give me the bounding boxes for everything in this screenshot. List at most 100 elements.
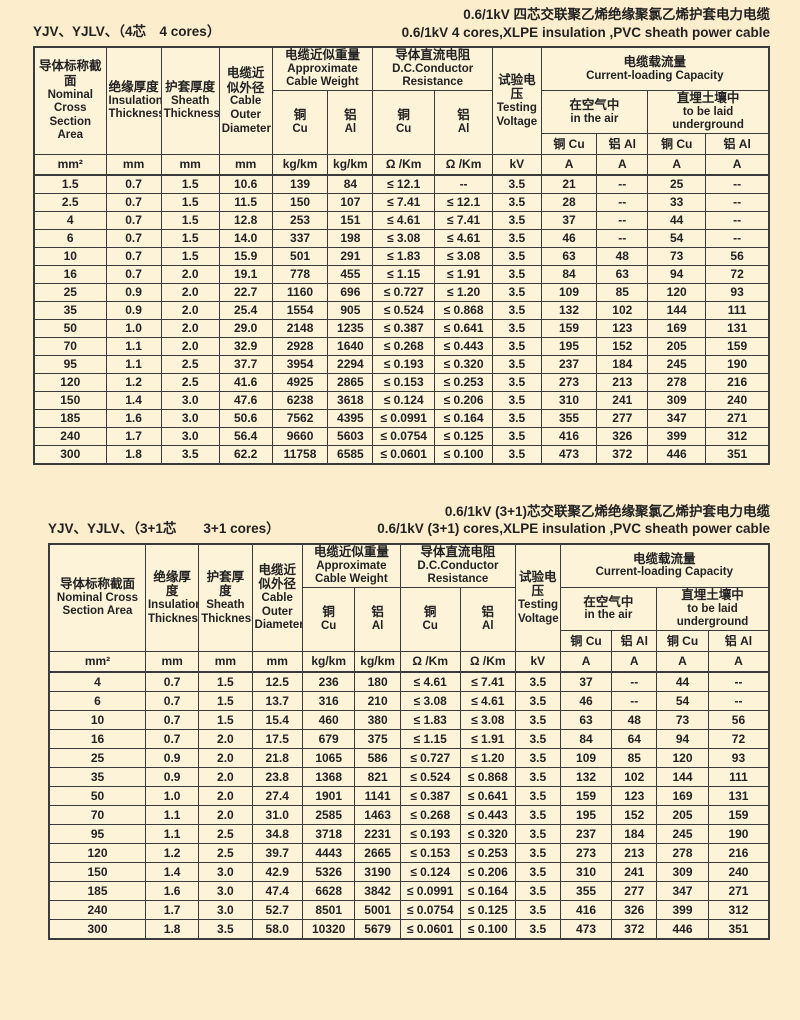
table-cell: 2.5 bbox=[198, 823, 253, 844]
col-header-insulation: 绝缘厚度 Insulation Thickness bbox=[105, 46, 162, 155]
title-block-4core: YJV、YJLV、（4芯 4 cores） 0.6/1kV 四芯交联聚乙烯绝缘聚… bbox=[0, 4, 800, 46]
col-header-weight-cu: 铜 Cu bbox=[271, 89, 329, 155]
table-cell: 375 bbox=[354, 728, 401, 749]
table-header-4core: 导体标称截面 Nominal Cross Section Area 绝缘厚度 I… bbox=[33, 46, 770, 176]
table-cell: 2294 bbox=[327, 354, 374, 374]
table-cell: 35 bbox=[33, 300, 107, 320]
subgroup-header-underground: 直埋土壤中 to be laid underground bbox=[656, 586, 770, 631]
section-4core: YJV、YJLV、（4芯 4 cores） 0.6/1kV 四芯交联聚乙烯绝缘聚… bbox=[0, 0, 800, 465]
table-cell: 326 bbox=[611, 899, 658, 920]
table-cell: 2.0 bbox=[160, 282, 220, 302]
table-cell: 3.0 bbox=[160, 408, 220, 428]
table-cell: 111 bbox=[707, 766, 770, 787]
table-cell: 16 bbox=[48, 728, 146, 749]
table-cell: 10320 bbox=[301, 918, 356, 940]
table-cell: 3.5 bbox=[515, 861, 561, 882]
table-cell: ≤ 0.0754 bbox=[399, 899, 461, 920]
table-cell: 372 bbox=[596, 444, 649, 465]
table-cell: 473 bbox=[559, 918, 613, 940]
table-cell: ≤ 1.83 bbox=[372, 246, 436, 266]
table-cell: ≤ 7.41 bbox=[372, 192, 436, 212]
table-cell: 1.1 bbox=[144, 823, 200, 844]
table-cell: 120 bbox=[647, 282, 707, 302]
table-cell: 3.0 bbox=[198, 880, 253, 901]
unit-air-al: A bbox=[596, 153, 649, 176]
table-cell: 273 bbox=[540, 372, 598, 392]
table-row: 16 0.7 2.0 17.5 679 375 ≤ 1.15 ≤ 1.91 3.5 84 64 94 7… bbox=[48, 728, 770, 749]
table-cell: 355 bbox=[559, 880, 613, 901]
table-cell: 44 bbox=[656, 671, 709, 692]
table-cell: 205 bbox=[647, 336, 707, 356]
unit-weight-cu: kg/km bbox=[271, 153, 329, 176]
table-cell: 216 bbox=[705, 372, 770, 392]
table-cell: 19.1 bbox=[218, 264, 273, 284]
table-cell: -- bbox=[705, 228, 770, 248]
table-cell: 72 bbox=[707, 728, 770, 749]
table-cell: 237 bbox=[540, 354, 598, 374]
table-cell: 70 bbox=[48, 804, 146, 825]
table-cell: 309 bbox=[656, 861, 709, 882]
table-cell: 2.0 bbox=[198, 747, 253, 768]
table-cell: 93 bbox=[705, 282, 770, 302]
table-cell: 0.7 bbox=[105, 174, 162, 194]
table-cell: -- bbox=[705, 192, 770, 212]
table-cell: 3.5 bbox=[492, 426, 542, 446]
table-cell: 1.1 bbox=[144, 804, 200, 825]
table-cell: 3.5 bbox=[515, 690, 561, 711]
table-cell: 13.7 bbox=[251, 690, 303, 711]
table-cell: 85 bbox=[596, 282, 649, 302]
table-cell: 58.0 bbox=[251, 918, 303, 940]
table-cell: 1235 bbox=[327, 318, 374, 338]
table-cell: 1065 bbox=[301, 747, 356, 768]
table-cell: ≤ 0.727 bbox=[372, 282, 436, 302]
table-cell: 195 bbox=[559, 804, 613, 825]
table-cell: 347 bbox=[647, 408, 707, 428]
table-cell: 3954 bbox=[271, 354, 329, 374]
table-cell: 15.9 bbox=[218, 246, 273, 266]
table-cell: 35 bbox=[48, 766, 146, 787]
table-row: 10 0.7 1.5 15.4 460 380 ≤ 1.83 ≤ 3.08 3.5 63 48 73 5… bbox=[48, 709, 770, 730]
table-cell: 73 bbox=[656, 709, 709, 730]
table-cell: 120 bbox=[656, 747, 709, 768]
table-cell: 23.8 bbox=[251, 766, 303, 787]
spec-table-4core: 导体标称截面 Nominal Cross Section Area 绝缘厚度 I… bbox=[33, 46, 770, 465]
table-cell: ≤ 12.1 bbox=[372, 174, 436, 194]
table-cell: 3842 bbox=[354, 880, 401, 901]
table-cell: 50.6 bbox=[218, 408, 273, 428]
table-cell: 5679 bbox=[354, 918, 401, 940]
table-cell: 1640 bbox=[327, 336, 374, 356]
table-cell: 1.7 bbox=[105, 426, 162, 446]
table-cell: 696 bbox=[327, 282, 374, 302]
table-cell: 11758 bbox=[271, 444, 329, 465]
table-cell: 2.5 bbox=[33, 192, 107, 212]
table-cell: 3.5 bbox=[492, 300, 542, 320]
table-row: 240 1.7 3.0 56.4 9660 5603 ≤ 0.0754 ≤ 0.125 3.5 4… bbox=[33, 426, 770, 446]
table-cell: -- bbox=[707, 690, 770, 711]
table-cell: 3.5 bbox=[492, 408, 542, 428]
table-cell: 2.5 bbox=[160, 372, 220, 392]
table-cell: 1368 bbox=[301, 766, 356, 787]
table-cell: -- bbox=[611, 690, 658, 711]
table-cell: 3.5 bbox=[492, 210, 542, 230]
table-cell: 0.9 bbox=[105, 282, 162, 302]
table-cell: ≤ 1.83 bbox=[399, 709, 461, 730]
col-header-diameter: 电缆近似外径 Cable Outer Diameter bbox=[218, 46, 273, 155]
table-cell: 278 bbox=[647, 372, 707, 392]
table-cell: ≤ 1.91 bbox=[459, 728, 517, 749]
table-cell: 198 bbox=[327, 228, 374, 248]
table-cell: 84 bbox=[327, 174, 374, 194]
table-cell: 3.5 bbox=[492, 282, 542, 302]
table-cell: 3.5 bbox=[515, 709, 561, 730]
section-3plus1core: YJV、YJLV、（3+1芯 3+1 cores） 0.6/1kV (3+1)芯… bbox=[0, 497, 800, 940]
table-cell: ≤ 0.641 bbox=[459, 785, 517, 806]
col-header-testing-voltage: 试验电压 Testing Voltage bbox=[492, 46, 542, 155]
table-cell: 48 bbox=[611, 709, 658, 730]
unit-underground-al: A bbox=[707, 650, 770, 673]
table-cell: 63 bbox=[596, 264, 649, 284]
unit-air-al: A bbox=[611, 650, 658, 673]
table-cell: -- bbox=[596, 192, 649, 212]
col-header-insulation: 绝缘厚度 Insulation Thickness bbox=[144, 543, 200, 652]
table-row: 35 0.9 2.0 23.8 1368 821 ≤ 0.524 ≤ 0.868 3.5 132 1… bbox=[48, 766, 770, 787]
model-label-3plus1core: YJV、YJLV、（3+1芯 3+1 cores） bbox=[48, 520, 280, 536]
